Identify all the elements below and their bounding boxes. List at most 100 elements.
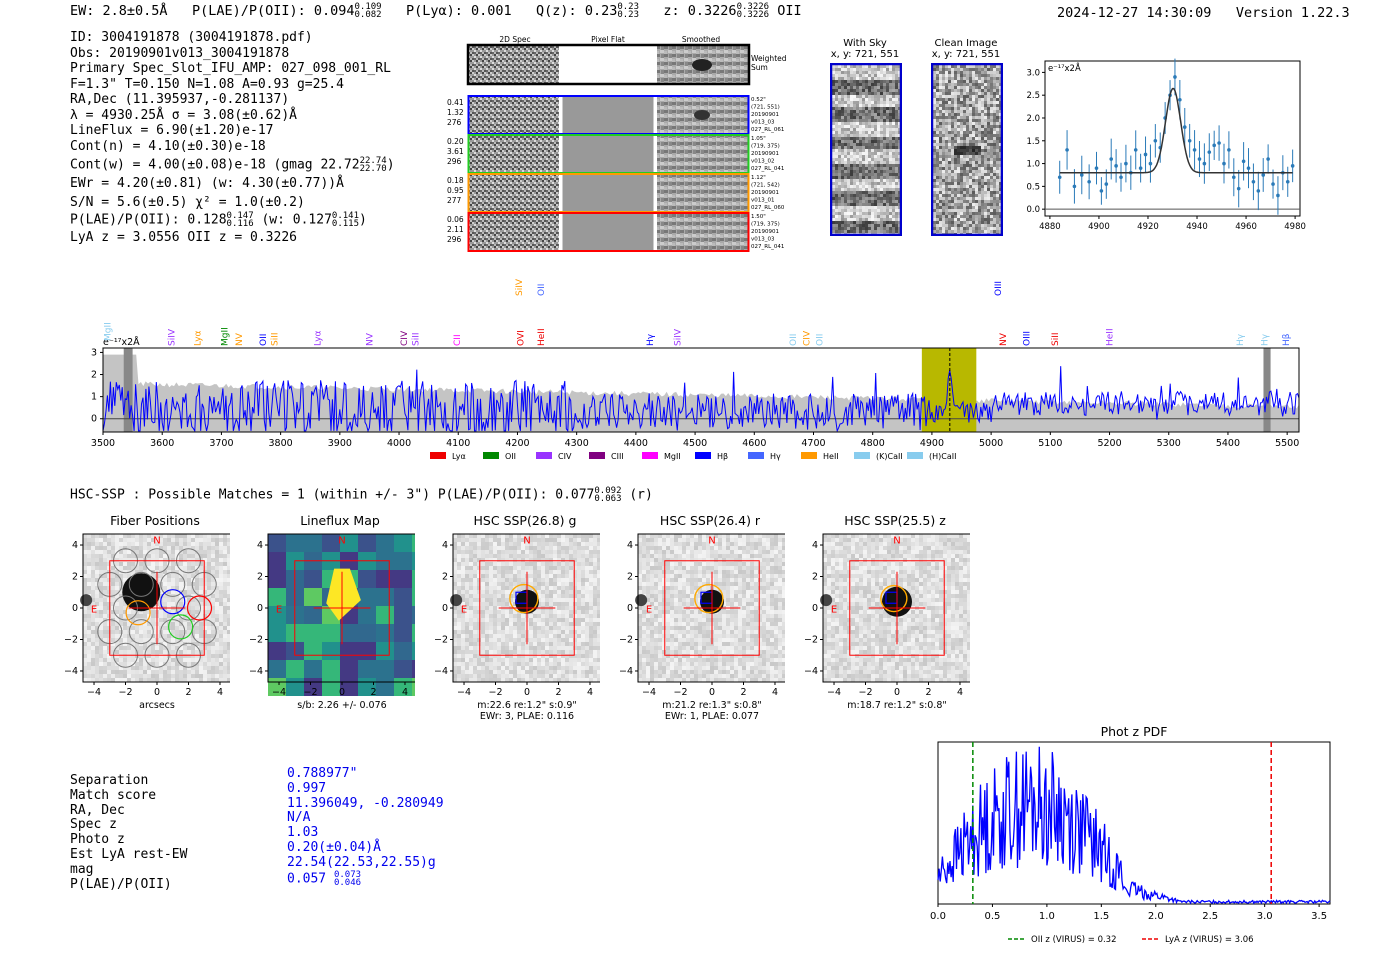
image-pixel [969,191,972,194]
image-pixel [898,113,901,116]
image-pixel [969,74,972,77]
image-pixel [115,618,119,622]
zoom-xtick-label: 4960 [1235,222,1257,232]
image-pixel [987,176,990,179]
image-pixel [215,578,219,582]
image-pixel [859,230,862,233]
image-pixel [545,542,549,546]
image-pixel [957,116,960,119]
image-pixel [886,65,889,68]
image-pixel [939,158,942,161]
image-pixel [91,578,95,582]
image-pixel [871,197,874,200]
image-pixel [549,542,553,546]
image-pixel [163,634,167,638]
image-pixel [957,173,960,176]
image-pixel [469,578,473,582]
image-pixel [835,215,838,218]
image-pixel [865,200,868,203]
image-pixel [171,614,175,618]
image-pixel [886,128,889,131]
image-pixel [880,176,883,179]
info-contw: Cont(w) = 4.00(±0.08)e-18 (gmag 22.72 22.… [70,157,395,174]
image-pixel [972,227,975,230]
image-pixel [847,164,850,167]
image-pixel [841,182,844,185]
image-pixel [841,119,844,122]
image-pixel [91,566,95,570]
image-pixel [993,218,996,221]
image-pixel [835,182,838,185]
image-pixel [215,546,219,550]
image-pixel [859,119,862,122]
image-pixel [87,546,91,550]
image-pixel [880,83,883,86]
image-pixel [889,176,892,179]
image-pixel [211,554,215,558]
image-pixel [969,218,972,221]
image-pixel [549,578,553,582]
image-pixel [286,534,304,552]
image-pixel [951,212,954,215]
image-pixel [147,546,151,550]
image-pixel [211,570,215,574]
image-pixel [862,101,865,104]
zoom-ytick-label: 2.5 [1026,91,1040,101]
image-pixel [835,221,838,224]
image-pixel [853,122,856,125]
hsc-summary-text: HSC-SSP : Possible Matches = 1 (within +… [70,487,595,503]
image-pixel [191,678,195,682]
image-pixel [847,230,850,233]
image-pixel [227,570,230,574]
image-pixel [999,230,1002,233]
image-pixel [573,578,577,582]
image-pixel [960,140,963,143]
image-pixel [966,152,969,155]
image-pixel [978,182,981,185]
image-pixel [892,188,895,191]
image-pixel [868,149,871,152]
image-pixel [183,538,187,542]
image-pixel [139,658,143,662]
image-pixel [143,610,147,614]
image-pixel [581,538,585,542]
image-pixel [557,534,561,538]
image-pixel [223,654,227,658]
image-pixel [954,161,957,164]
image-pixel [115,642,119,646]
image-pixel [850,116,853,119]
image-pixel [841,80,844,83]
image-pixel [103,658,107,662]
image-pixel [963,224,966,227]
image-pixel [569,546,573,550]
image-pixel [107,550,111,554]
image-pixel [990,137,993,140]
image-pixel [975,188,978,191]
image-pixel [933,149,936,152]
image-pixel [892,170,895,173]
image-pixel [111,650,115,654]
image-pixel [936,179,939,182]
image-pixel [207,646,211,650]
image-pixel [838,83,841,86]
image-pixel [892,179,895,182]
image-pixel [898,212,901,215]
image-pixel [987,230,990,233]
image-pixel [868,101,871,104]
image-pixel [99,642,103,646]
image-pixel [933,191,936,194]
image-pixel [942,128,945,131]
image-pixel [171,590,175,594]
image-pixel [966,227,969,230]
image-pixel [987,221,990,224]
image-pixel [948,74,951,77]
image-pixel [987,101,990,104]
image-pixel [942,164,945,167]
fiber-circle-red [186,595,213,621]
image-pixel [151,618,155,622]
panel-ytick-label: 2 [72,572,78,583]
image-pixel [119,666,123,670]
image-pixel [972,152,975,155]
image-pixel [993,95,996,98]
image-pixel [850,179,853,182]
